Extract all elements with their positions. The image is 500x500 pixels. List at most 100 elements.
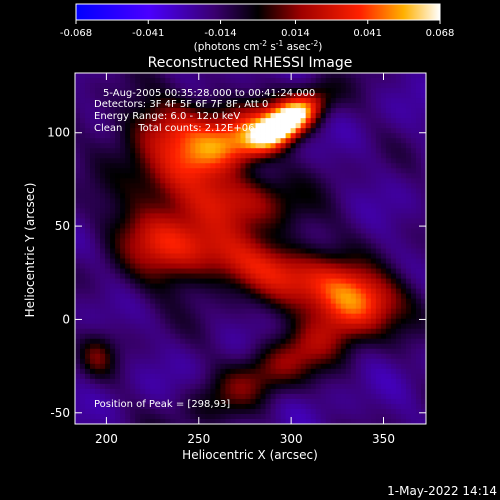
heatmap-cell [180, 253, 186, 259]
heatmap-cell [140, 138, 146, 144]
heatmap-cell [310, 348, 317, 355]
heatmap-cell [400, 388, 407, 395]
heatmap-cell [155, 358, 161, 365]
heatmap-cell [420, 128, 427, 134]
heatmap-cell [80, 228, 86, 234]
heatmap-cell [335, 173, 342, 179]
heatmap-cell [410, 173, 417, 179]
heatmap-cell [265, 343, 271, 350]
heatmap-cell [260, 348, 266, 355]
heatmap-cell [220, 163, 226, 169]
heatmap-cell [145, 378, 151, 385]
heatmap-cell [85, 78, 91, 84]
heatmap-cell [325, 268, 332, 274]
heatmap-cell [290, 338, 297, 345]
heatmap-cell [420, 268, 427, 274]
heatmap-cell [365, 93, 372, 99]
heatmap-cell [410, 353, 417, 360]
heatmap-cell [405, 343, 412, 350]
heatmap-cell [415, 253, 422, 259]
heatmap-cell [340, 163, 347, 169]
heatmap-cell [365, 98, 372, 104]
heatmap-cell [325, 323, 332, 330]
heatmap-cell [375, 363, 382, 370]
heatmap-cell [415, 203, 422, 209]
heatmap-cell [85, 223, 91, 229]
heatmap-cell [160, 338, 166, 345]
heatmap-cell [410, 88, 417, 94]
heatmap-cell [355, 223, 362, 229]
heatmap-cell [205, 228, 211, 234]
heatmap-cell [95, 368, 101, 375]
heatmap-cell [275, 398, 281, 405]
heatmap-cell [205, 143, 211, 149]
heatmap-cell [355, 268, 362, 274]
heatmap-cell [320, 208, 327, 214]
heatmap-cell [150, 188, 156, 194]
heatmap-cell [315, 118, 322, 124]
heatmap-cell [265, 123, 271, 129]
heatmap-cell [285, 408, 292, 415]
heatmap-cell [260, 188, 266, 194]
heatmap-cell [165, 373, 171, 380]
heatmap-cell [115, 263, 121, 269]
heatmap-cell [330, 128, 337, 134]
heatmap-cell [205, 98, 211, 104]
heatmap-cell [410, 123, 417, 129]
heatmap-cell [350, 158, 357, 164]
heatmap-cell [275, 253, 281, 259]
heatmap-cell [260, 218, 266, 224]
heatmap-cell [415, 183, 422, 189]
heatmap-cell [315, 413, 322, 420]
heatmap-cell [185, 193, 191, 199]
heatmap-cell [190, 383, 196, 390]
heatmap-cell [255, 313, 261, 320]
heatmap-cell [275, 308, 281, 315]
heatmap-cell [260, 148, 266, 154]
heatmap-cell [390, 403, 397, 410]
heatmap-cell [365, 328, 372, 335]
heatmap-cell [180, 173, 186, 179]
heatmap-cell [230, 253, 236, 259]
heatmap-cell [275, 88, 281, 94]
heatmap-cell [370, 118, 377, 124]
heatmap-cell [375, 173, 382, 179]
heatmap-cell [160, 203, 166, 209]
heatmap-cell [105, 193, 111, 199]
heatmap-cell [115, 333, 121, 340]
heatmap-cell [165, 318, 171, 325]
heatmap-cell [345, 223, 352, 229]
heatmap-cell [95, 333, 101, 340]
heatmap-cell [275, 83, 281, 89]
heatmap-cell [170, 343, 176, 350]
heatmap-cell [95, 363, 101, 370]
heatmap-cell [190, 318, 196, 325]
heatmap-cell [155, 343, 161, 350]
heatmap-cell [400, 273, 407, 279]
heatmap-cell [95, 183, 101, 189]
heatmap-cell [355, 258, 362, 264]
heatmap-cell [335, 183, 342, 189]
heatmap-cell [95, 73, 101, 79]
heatmap-cell [130, 173, 136, 179]
heatmap-cell [420, 418, 427, 425]
heatmap-cell [80, 168, 86, 174]
heatmap-cell [150, 363, 156, 370]
heatmap-cell [410, 98, 417, 104]
heatmap-cell [245, 363, 251, 370]
heatmap-cell [255, 188, 261, 194]
heatmap-cell [310, 298, 317, 305]
heatmap-cell [300, 403, 307, 410]
heatmap-cell [75, 363, 81, 370]
heatmap-cell [300, 128, 307, 134]
heatmap-cell [350, 288, 357, 295]
heatmap-cell [150, 273, 156, 279]
heatmap-cell [90, 73, 96, 79]
heatmap-cell [220, 338, 226, 345]
heatmap-cell [365, 228, 372, 234]
heatmap-cell [210, 318, 216, 325]
heatmap-cell [280, 128, 286, 134]
heatmap-cell [330, 123, 337, 129]
heatmap-cell [235, 238, 241, 244]
heatmap-cell [200, 353, 206, 360]
